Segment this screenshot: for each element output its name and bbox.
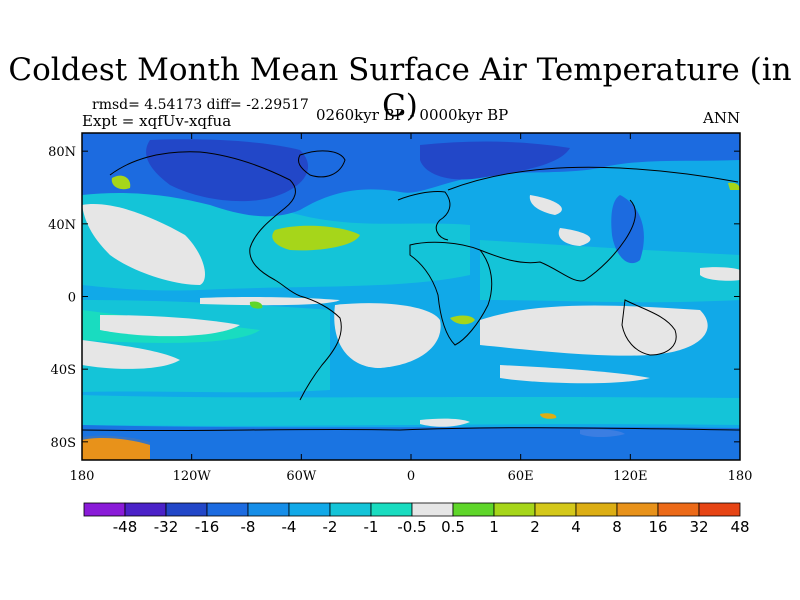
field-green-equatorial <box>249 301 263 309</box>
field-grey-southern-indian <box>500 365 650 384</box>
field-green-alaska <box>111 175 131 190</box>
coast-greenland <box>297 150 346 178</box>
field-green-north-atlantic <box>272 225 360 251</box>
lon-tick-label: 180 <box>70 469 95 484</box>
field-cyan-indian-pacific <box>480 240 740 303</box>
colorbar-swatch <box>288 502 331 517</box>
colorbar-label: 48 <box>730 518 749 536</box>
lon-tick-label: 60E <box>508 469 534 484</box>
colorbar-swatch <box>329 502 372 517</box>
colorbar-label: -0.5 <box>397 518 426 536</box>
experiment-line: Expt = xqfUv-xqfua <box>82 112 232 130</box>
colorbar-label: 16 <box>648 518 667 536</box>
coast-africa <box>409 241 493 346</box>
colorbar-swatch <box>698 502 741 517</box>
colorbar-label: 2 <box>530 518 540 536</box>
colorbar-swatch <box>452 502 495 517</box>
field-grey-north-pacific <box>82 204 205 285</box>
colorbar-label: -1 <box>364 518 379 536</box>
colorbar-label: -8 <box>241 518 256 536</box>
colorbar-swatch <box>534 502 577 517</box>
colorbar-swatch <box>165 502 208 517</box>
field-grey-south-pacific <box>100 315 240 337</box>
colorbar-label: -32 <box>154 518 179 536</box>
lat-tick-label: 0 <box>68 291 76 306</box>
colorbar-swatch <box>370 502 413 517</box>
field-grey-china <box>558 228 591 246</box>
colorbar-swatch <box>575 502 618 517</box>
field-orange-antarctic-corner <box>82 437 150 460</box>
field-green-south-africa <box>450 315 475 325</box>
field-grey-equatorial <box>200 296 340 306</box>
lon-tick-label: 0 <box>407 469 415 484</box>
colorbar-swatch <box>657 502 700 517</box>
season-label: ANN <box>703 109 741 127</box>
colorbar-swatch <box>616 502 659 517</box>
colorbar-label: -48 <box>113 518 138 536</box>
colorbar-swatch <box>247 502 290 517</box>
field-grey-southwest <box>82 340 180 369</box>
coast-europe <box>397 191 451 241</box>
colorbar-label: 8 <box>612 518 622 536</box>
coast-antarctica <box>82 427 740 432</box>
colorbar-labels: -48 -32 -16 -8 -4 -2 -1 -0.5 0.5 1 2 4 8 16 32 48 <box>113 518 750 536</box>
lat-tick-label: 40S <box>51 363 76 378</box>
map-title: Coldest Month Mean Surface Air Temperatu… <box>8 52 792 124</box>
colorbar-swatch <box>411 502 454 517</box>
field-orange-antarctic-east <box>540 413 557 419</box>
lon-tick-label: 120W <box>173 469 212 484</box>
latitude-axis: 80N 40N 0 40S 80S <box>48 145 740 451</box>
colorbar-label: 0.5 <box>441 518 465 536</box>
field-green-east <box>728 182 740 190</box>
time-period-label: 0260kyr BP - 0000kyr BP <box>316 106 509 124</box>
colorbar-swatch <box>124 502 167 517</box>
longitude-axis: 180 120W 60W 0 60E 120E 180 <box>70 133 753 484</box>
field-grey-antarctic-coast <box>420 418 470 427</box>
coastlines <box>82 150 740 432</box>
colorbar-label: -16 <box>195 518 220 536</box>
colorbar-swatch <box>83 502 126 517</box>
colorbar-label: 32 <box>689 518 708 536</box>
temperature-field <box>82 133 740 460</box>
field-grey-west-pacific <box>700 267 740 281</box>
colorbar-label: -4 <box>282 518 297 536</box>
coast-north-america <box>109 151 301 297</box>
field-blue-antarctica <box>82 425 740 460</box>
colorbar <box>83 502 741 517</box>
field-darkblue-north-america <box>146 139 309 202</box>
lat-tick-label: 80S <box>51 436 76 451</box>
colorbar-label: 1 <box>489 518 499 536</box>
colorbar-label: 4 <box>571 518 581 536</box>
colorbar-label: -2 <box>323 518 338 536</box>
colorbar-swatch <box>493 502 536 517</box>
lon-tick-label: 180 <box>728 469 753 484</box>
lat-tick-label: 80N <box>48 145 76 160</box>
coast-south-america <box>299 295 342 401</box>
lon-tick-label: 120E <box>613 469 647 484</box>
statistics-line: rmsd= 4.54173 diff= -2.29517 <box>92 97 309 113</box>
lat-tick-label: 40N <box>48 218 76 233</box>
colorbar-swatch <box>206 502 249 517</box>
coast-north-eurasia <box>447 166 739 191</box>
coast-australia <box>621 299 677 356</box>
field-darkblue-eurasia <box>420 141 570 180</box>
lon-tick-label: 60W <box>286 469 317 484</box>
field-cyan-southern-ocean <box>82 395 740 426</box>
field-grey-central-asia <box>529 195 562 215</box>
coast-south-asia <box>479 199 636 282</box>
field-grey-indian-ocean <box>480 305 708 356</box>
field-grey-south-atlantic <box>334 303 441 368</box>
